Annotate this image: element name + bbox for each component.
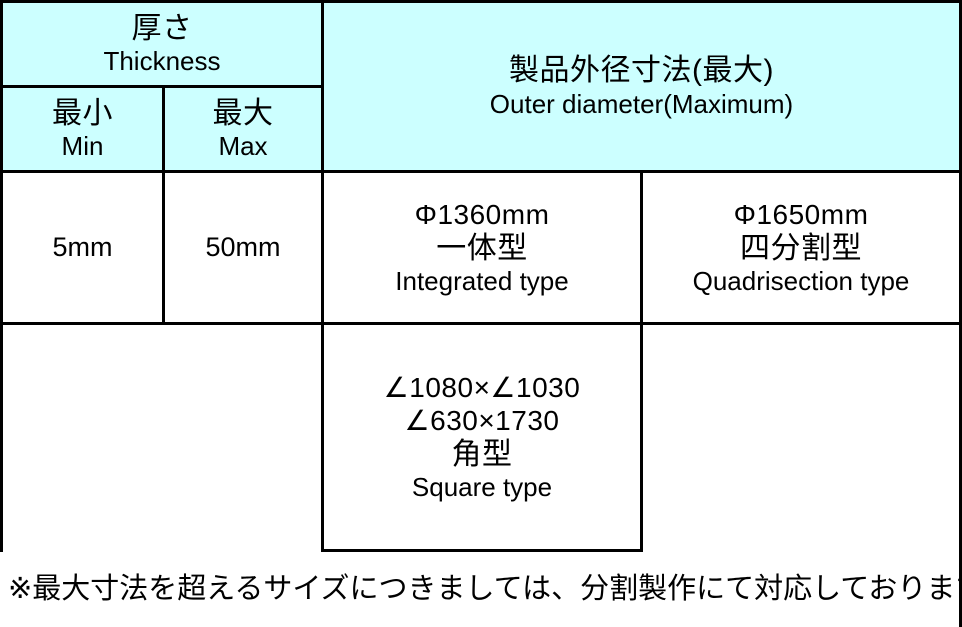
- border-col-integrated-quadrisection: [640, 170, 643, 552]
- header-cell-outer-diameter: 製品外径寸法(最大) Outer diameter(Maximum): [324, 3, 959, 170]
- cell-thickness-min-value: 5mm: [3, 173, 162, 322]
- cell-quadrisection-type: Φ1650mm 四分割型 Quadrisection type: [643, 173, 959, 322]
- cell-square-type: ∠1080×∠1030 ∠630×1730 角型 Square type: [324, 325, 640, 549]
- square-type-en: Square type: [411, 472, 553, 503]
- header-max-en: Max: [218, 131, 268, 162]
- square-dimension-line-2: ∠630×1730: [404, 404, 560, 436]
- header-max-ja: 最大: [212, 96, 274, 130]
- header-thickness-en: Thickness: [103, 46, 221, 77]
- quadrisection-type-ja: 四分割型: [740, 231, 862, 265]
- square-dimension-line-1: ∠1080×∠1030: [383, 371, 581, 403]
- thickness-max-value: 50mm: [205, 231, 281, 262]
- border-right: [959, 0, 962, 627]
- integrated-type-en: Integrated type: [395, 266, 569, 297]
- header-min-ja: 最小: [52, 96, 113, 130]
- square-type-ja: 角型: [451, 438, 513, 471]
- border-min-max-split: [162, 85, 165, 322]
- thickness-min-value: 5mm: [52, 231, 113, 262]
- integrated-dimension: Φ1360mm: [414, 198, 550, 230]
- quadrisection-type-en: Quadrisection type: [692, 266, 910, 297]
- integrated-type-ja: 一体型: [436, 231, 528, 265]
- header-thickness-ja: 厚さ: [131, 11, 193, 45]
- cell-integrated-type: Φ1360mm 一体型 Integrated type: [324, 173, 640, 322]
- border-col-thickness-diameter: [321, 0, 324, 552]
- border-header-bottom: [0, 170, 962, 173]
- border-header-mid: [0, 85, 321, 88]
- header-outer-diameter-ja: 製品外径寸法(最大): [509, 54, 774, 88]
- cell-thickness-max-value: 50mm: [165, 173, 321, 322]
- quadrisection-dimension: Φ1650mm: [733, 198, 869, 230]
- border-row2-bottom: [321, 549, 643, 552]
- border-left: [0, 0, 3, 552]
- header-cell-thickness-min: 最小 Min: [3, 88, 162, 170]
- border-top: [0, 0, 962, 3]
- header-cell-thickness-max: 最大 Max: [165, 88, 321, 170]
- header-min-en: Min: [61, 131, 104, 162]
- header-outer-diameter-en: Outer diameter(Maximum): [489, 88, 794, 119]
- header-cell-thickness: 厚さ Thickness: [3, 3, 321, 85]
- footnote-text: ※最大寸法を超えるサイズにつきましては、分割製作にて対応しております。: [8, 573, 962, 605]
- border-row1-bottom: [0, 322, 962, 325]
